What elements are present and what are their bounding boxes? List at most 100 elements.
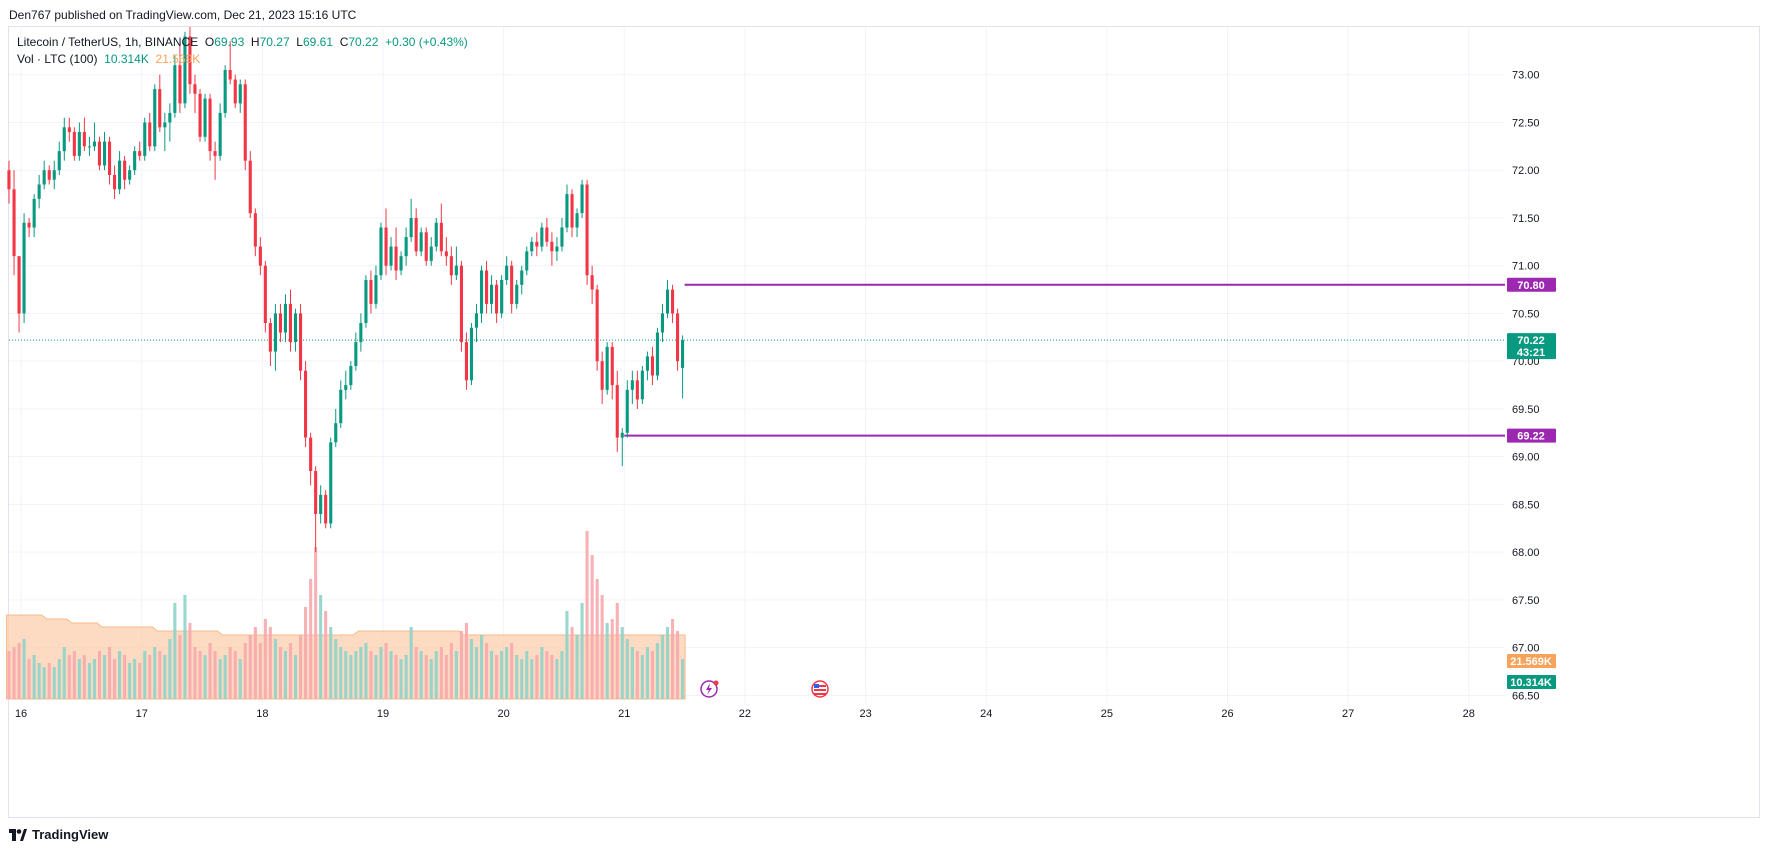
candle-body	[575, 213, 579, 228]
candle-body	[379, 227, 383, 276]
candle-body	[258, 246, 262, 266]
volume-bar	[57, 659, 61, 699]
candle-body	[248, 160, 252, 214]
volume-indicator-name: Vol · LTC (100)	[17, 52, 98, 66]
volume-bar	[82, 655, 86, 699]
volume-bar	[248, 635, 252, 699]
volume-bar	[87, 663, 91, 699]
volume-ma-badge-bg	[1507, 654, 1556, 668]
candle-body	[500, 280, 504, 314]
volume-bar	[409, 627, 413, 699]
candle-body	[148, 122, 152, 147]
volume-bar	[565, 611, 569, 699]
lightning-icon-dot	[713, 680, 719, 686]
candle-body	[324, 494, 328, 524]
candle-body	[97, 141, 101, 166]
volume-bar	[188, 623, 192, 699]
volume-bar	[208, 643, 212, 699]
volume-bar	[495, 655, 499, 699]
volume-bar	[123, 655, 127, 699]
volume-bar	[535, 655, 539, 699]
candle-body	[419, 232, 423, 252]
candle-body	[223, 70, 227, 113]
candle-body	[495, 284, 499, 314]
symbol-legend[interactable]: Litecoin / TetherUS, 1h, BINANCE O69.93 …	[17, 35, 468, 49]
volume-bar	[404, 655, 408, 699]
candle-body	[82, 132, 86, 147]
candle-body	[640, 370, 644, 400]
candles	[7, 27, 685, 553]
candle-body	[22, 222, 26, 314]
volume-ma-value: 21.569K	[155, 52, 201, 66]
volume-bar	[309, 579, 313, 699]
candle-body	[545, 227, 549, 242]
candle-body	[233, 79, 237, 104]
volume-bar	[490, 651, 494, 699]
candle-body	[384, 227, 388, 266]
volume-bar	[510, 643, 514, 699]
last-price-badge-bg	[1507, 333, 1556, 360]
candle-body	[319, 494, 323, 514]
close-label: C	[339, 35, 349, 49]
candle-body	[188, 36, 192, 85]
volume-bar	[459, 631, 463, 699]
volume-bar	[660, 635, 664, 699]
volume-bar	[108, 647, 112, 699]
volume-bar	[27, 659, 31, 699]
volume-bar	[92, 659, 96, 699]
candle-body	[590, 275, 594, 290]
volume-bar	[419, 651, 423, 699]
footer-brand[interactable]: TradingView	[9, 827, 108, 842]
last-price-badge-text: 70.22	[1517, 335, 1545, 347]
volume-bars	[7, 531, 685, 699]
volume-bar	[500, 651, 504, 699]
candle-body	[515, 284, 519, 304]
volume-bar	[268, 627, 272, 699]
volume-bar	[399, 659, 403, 699]
candle-body	[268, 323, 272, 352]
volume-value: 10.314K	[104, 52, 149, 66]
candle-body	[67, 127, 71, 133]
price-tick-label: 72.00	[1512, 165, 1540, 177]
candle-body	[404, 237, 408, 257]
open-label: O	[204, 35, 215, 49]
us-flag-icon	[811, 680, 829, 698]
volume-bar	[339, 647, 343, 699]
volume-bar	[555, 659, 559, 699]
candle-body	[459, 265, 463, 343]
volume-bar	[344, 651, 348, 699]
volume-bar	[294, 655, 298, 699]
publisher-header: Den767 published on TradingView.com, Dec…	[9, 8, 357, 22]
volume-bar	[128, 663, 132, 699]
volume-legend[interactable]: Vol · LTC (100) 10.314K 21.569K	[17, 52, 200, 66]
volume-bar	[42, 667, 46, 699]
candle-body	[52, 170, 56, 180]
price-tick-label: 72.50	[1512, 117, 1540, 129]
candle-body	[32, 198, 36, 228]
candle-body	[72, 132, 76, 156]
candle-body	[278, 313, 282, 333]
tradingview-logo-icon	[9, 828, 27, 841]
candle-body	[655, 332, 659, 376]
candle-body	[153, 89, 157, 147]
candle-body	[610, 346, 614, 386]
time-tick-label: 20	[498, 708, 510, 720]
candle-body	[645, 356, 649, 371]
candle-body	[314, 471, 318, 514]
volume-bar	[449, 643, 453, 699]
volume-bar	[218, 659, 222, 699]
candle-body	[118, 160, 122, 190]
volume-bar	[258, 643, 262, 699]
volume-ma-badge-text: 21.569K	[1510, 656, 1552, 668]
volume-bar	[37, 663, 41, 699]
candle-body	[173, 65, 177, 113]
candle-body	[294, 313, 298, 342]
candle-body	[123, 160, 127, 180]
candle-body	[630, 380, 634, 390]
candle-body	[394, 246, 398, 271]
lightning-icon	[700, 680, 719, 698]
candle-body	[625, 389, 629, 433]
candle-body	[62, 127, 66, 152]
time-tick-label: 25	[1101, 708, 1113, 720]
